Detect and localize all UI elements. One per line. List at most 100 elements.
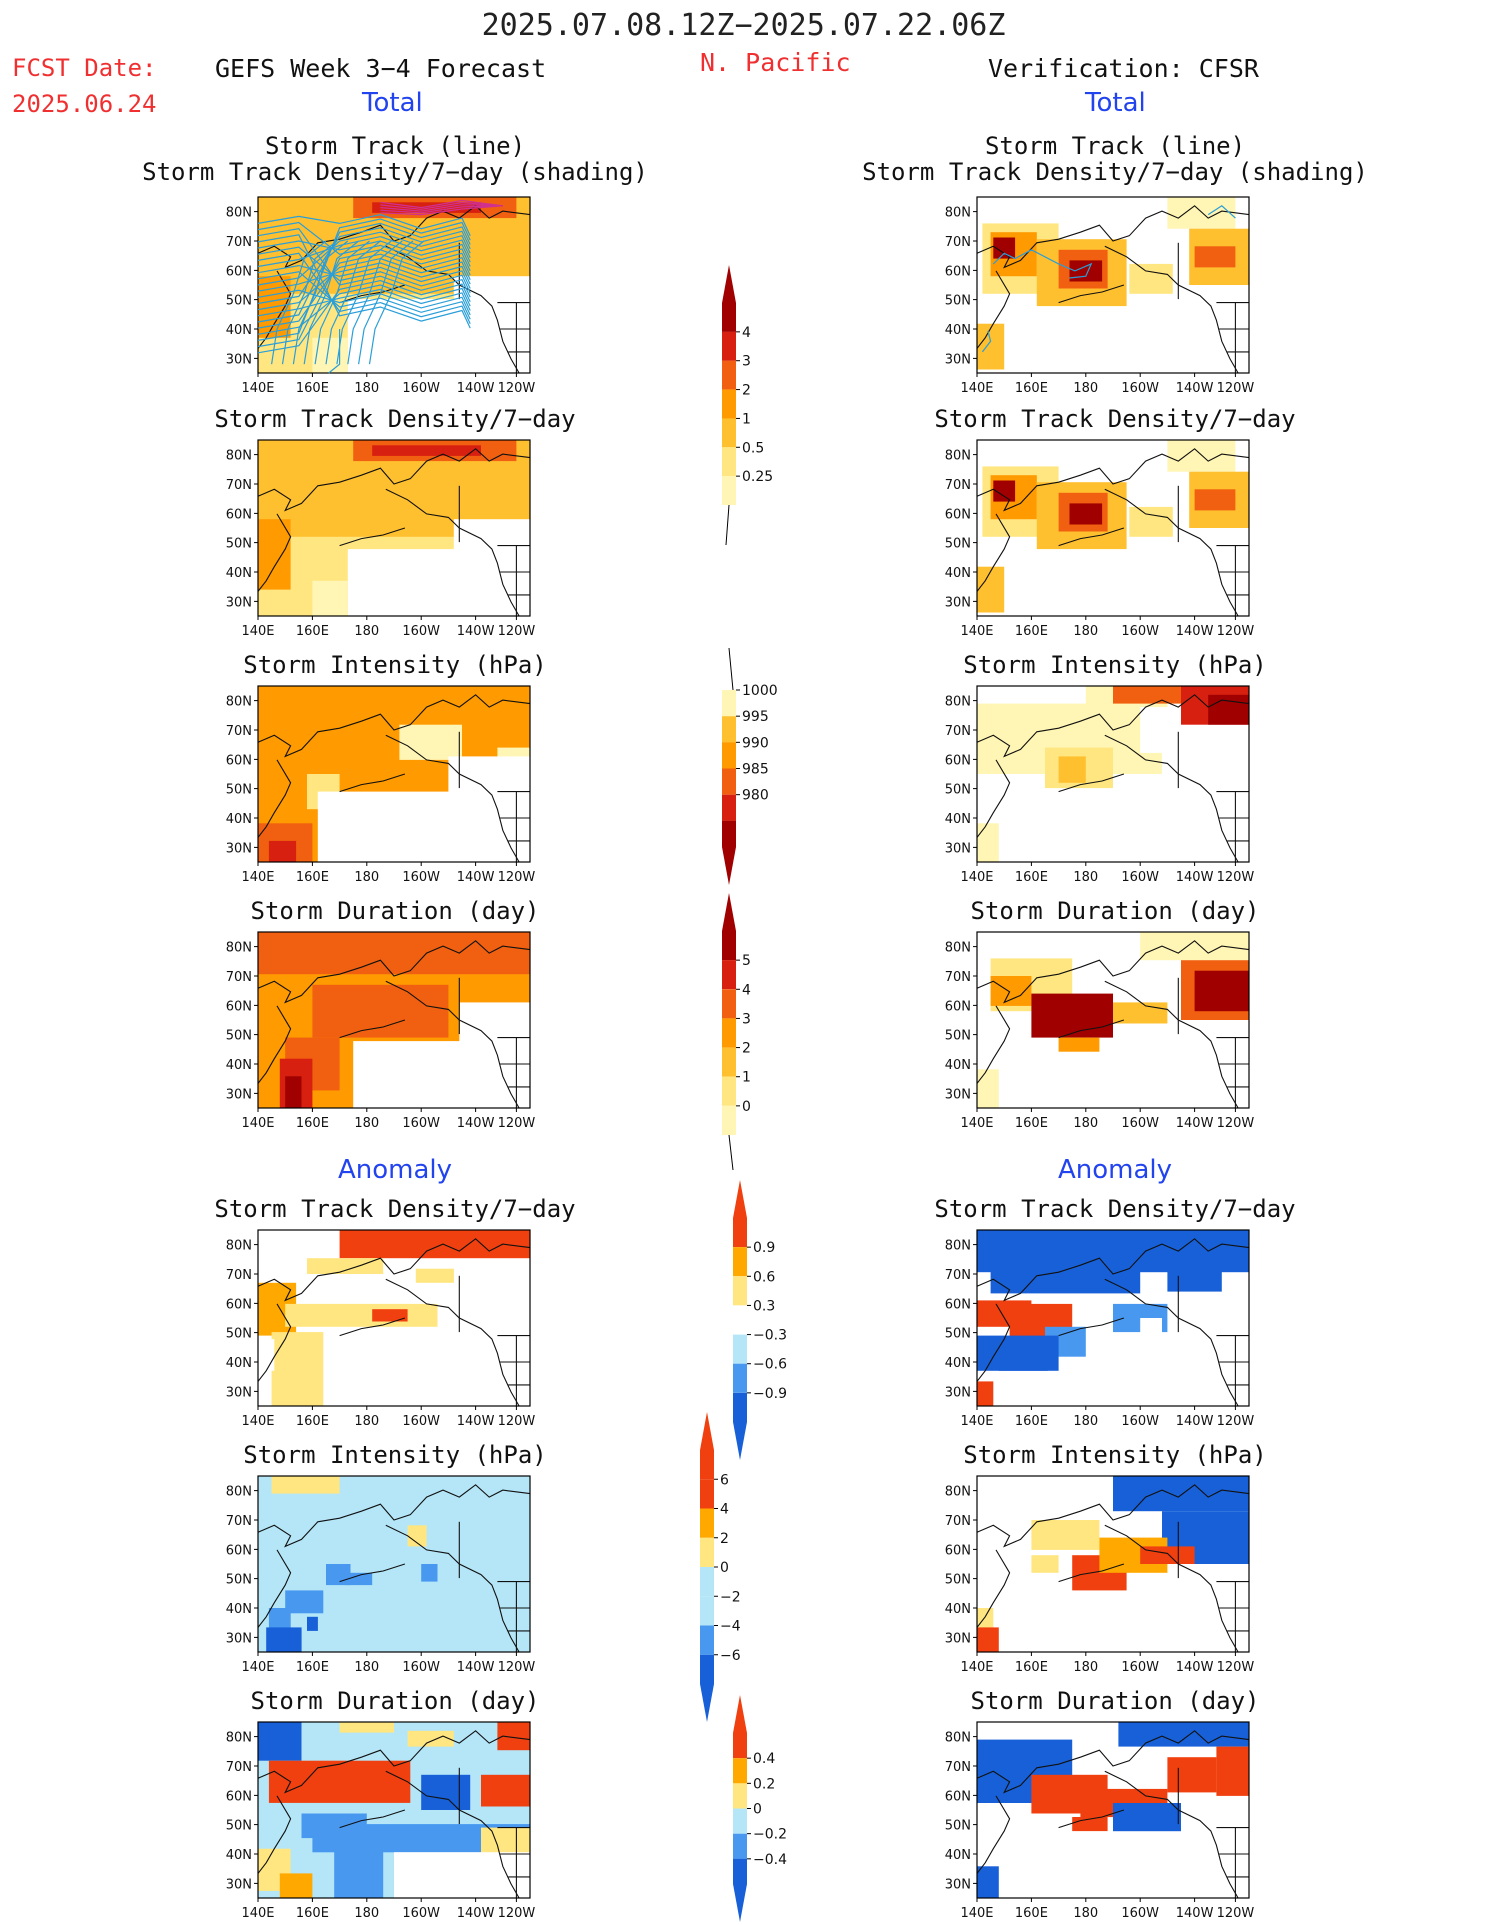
lat-label: 70N [226, 1760, 252, 1775]
lat-label: 60N [226, 753, 252, 768]
storm-track [257, 262, 471, 292]
shaded-region [1167, 1244, 1222, 1292]
lon-label: 180 [1073, 1414, 1098, 1429]
lat-label: 80N [226, 449, 252, 464]
colorbar-label: 1 [742, 1070, 751, 1086]
shaded-region [279, 1873, 313, 1898]
storm-track [257, 227, 471, 305]
shaded-region [1031, 993, 1113, 1038]
lon-label: 120W [498, 624, 536, 639]
shaded-region [1069, 503, 1103, 525]
colorbar-segment [722, 1105, 736, 1135]
lat-label: 80N [226, 1239, 252, 1254]
colorbar-triangle-top [733, 1180, 747, 1218]
lon-label: 160E [296, 1414, 329, 1429]
lon-label: 160W [1121, 381, 1159, 396]
map-panel-forecast-4: 80N 70N 60N 50N 40N 30N 140E 160E 180 160W 140W 120… [226, 1229, 535, 1429]
lat-label: 60N [226, 1789, 252, 1804]
colorbar-label: 0.4 [753, 1751, 775, 1767]
colorbar-segment [722, 418, 736, 448]
lon-label: 160W [402, 381, 440, 396]
colorbar-label: −6 [720, 1648, 741, 1664]
panel-title-duration-anom-left: Storm Duration (day) [250, 1687, 540, 1715]
lon-label: 140E [241, 1660, 274, 1675]
map-frame [257, 1229, 531, 1407]
lon-label: 140E [241, 870, 274, 885]
map-frame [976, 439, 1250, 617]
shaded-region [977, 1069, 999, 1108]
lat-label: 40N [945, 812, 971, 827]
storm-track [257, 222, 471, 323]
colorbar-segment [733, 1733, 747, 1759]
shaded-region [372, 445, 481, 456]
storm-track [257, 218, 471, 341]
lon-label: 160E [1015, 624, 1048, 639]
coastline [257, 205, 531, 374]
storm-track [271, 240, 327, 365]
lon-label: 140W [1176, 870, 1214, 885]
colorbar-segment [722, 931, 736, 961]
lon-label: 160E [1015, 1414, 1048, 1429]
lon-label: 160E [296, 1906, 329, 1921]
coastline [976, 1238, 1250, 1407]
lon-label: 180 [354, 1116, 379, 1131]
storm-track [325, 240, 381, 365]
lon-label: 160W [1121, 1414, 1159, 1429]
lat-label: 60N [945, 1297, 971, 1312]
colorbar-segment [722, 1076, 736, 1106]
lat-label: 80N [945, 1485, 971, 1500]
shaded-region [481, 1774, 530, 1807]
axis-labels: 80N 70N 60N 50N 40N 30N 140E 160E 180 160W 140W 120… [226, 449, 536, 639]
lon-label: 160W [402, 1906, 440, 1921]
lon-label: 160E [296, 624, 329, 639]
lat-label: 50N [226, 537, 252, 552]
lon-label: 160E [296, 1660, 329, 1675]
shaded-region [1118, 752, 1162, 774]
panel-title-intensity-anom-right: Storm Intensity (hPa) [963, 1441, 1267, 1469]
shaded-region [421, 1774, 471, 1810]
colorbar-density-total: 4 3 2 1 0.5 0.25 [722, 265, 773, 505]
map-panel-verification-5: 80N 70N 60N 50N 40N 30N 140E 160E 180 160W 140W 120… [945, 1475, 1254, 1675]
lat-label: 30N [945, 1087, 971, 1102]
shaded-region [271, 1332, 324, 1406]
colorbar-label: −0.4 [753, 1852, 787, 1868]
colorbar-label: 0.2 [753, 1776, 775, 1792]
lat-label: 70N [226, 235, 252, 250]
colorbar-segment [722, 690, 736, 717]
storm-track [303, 240, 359, 365]
map-frame [976, 1475, 1250, 1653]
colorbar-label: 1 [742, 411, 751, 427]
colorbar-segment [722, 1047, 736, 1077]
axis-labels: 80N 70N 60N 50N 40N 30N 140E 160E 180 160W 140W 120… [226, 695, 536, 885]
lon-label: 140E [960, 1116, 993, 1131]
storm-track [257, 213, 471, 236]
lat-label: 70N [945, 1514, 971, 1529]
map-frame [257, 685, 531, 863]
lon-label: 180 [1073, 381, 1098, 396]
lon-label: 160W [402, 624, 440, 639]
colorbar-label: 5 [742, 953, 751, 969]
colorbar-segment [722, 716, 736, 743]
shaded-region [1194, 489, 1236, 511]
colorbar-label: 0.3 [753, 1298, 775, 1314]
colorbar-open-end [728, 1134, 734, 1171]
lon-label: 160W [1121, 1116, 1159, 1131]
map-frame [976, 196, 1250, 374]
lat-label: 80N [945, 695, 971, 710]
colorbar-open-end [728, 647, 734, 691]
map-panel-forecast-3: 80N 70N 60N 50N 40N 30N 140E 160E 180 160W 140W 120… [226, 931, 536, 1131]
colorbar-label: 3 [742, 354, 751, 370]
lon-label: 120W [498, 1116, 536, 1131]
lon-label: 140W [457, 381, 495, 396]
shaded-region [258, 1722, 302, 1761]
map-panel-verification-2: 80N 70N 60N 50N 40N 30N 140E 160E 180 160W 140W 120… [945, 685, 1254, 885]
colorbar-open-end [725, 504, 730, 546]
lon-label: 140E [960, 1660, 993, 1675]
lat-label: 40N [226, 1356, 252, 1371]
lat-label: 30N [945, 1877, 971, 1892]
lat-label: 30N [226, 1087, 252, 1102]
shaded-region [312, 984, 449, 1038]
colorbar-segment [733, 1833, 747, 1859]
lat-label: 70N [945, 970, 971, 985]
colorbar-label: 4 [720, 1502, 729, 1518]
